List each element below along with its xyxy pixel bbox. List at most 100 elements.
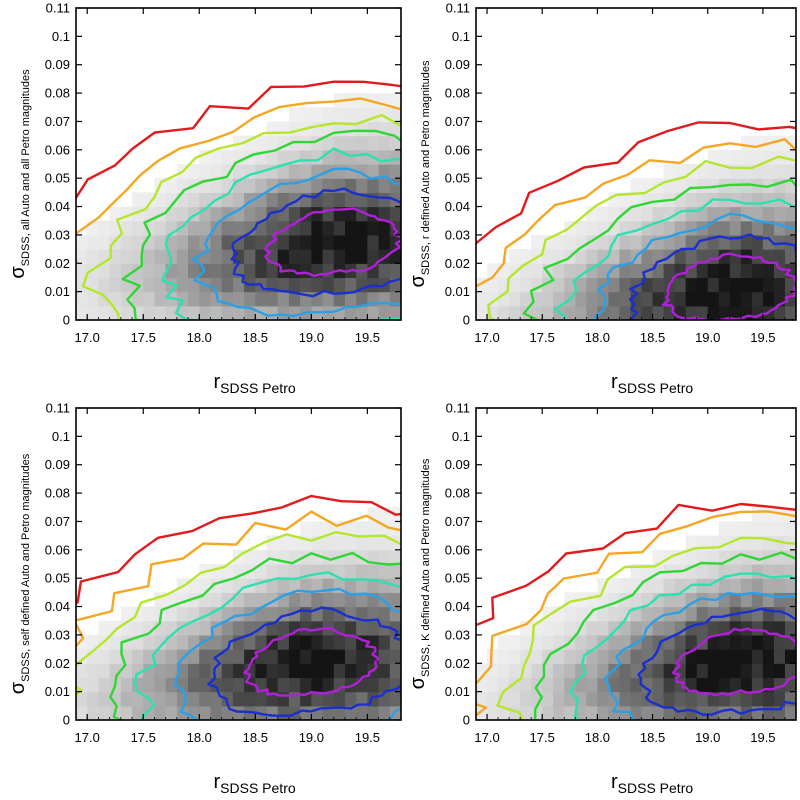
density-cell [553, 291, 565, 307]
density-cell [652, 249, 665, 264]
density-cell [188, 634, 200, 650]
density-cell [641, 634, 654, 650]
density-cell [188, 263, 200, 279]
density-cell [740, 521, 753, 537]
density-cell [344, 305, 357, 320]
density-cell [378, 606, 391, 622]
density-cell [619, 606, 632, 622]
density-cell [255, 263, 268, 279]
density-cell [277, 620, 290, 636]
density-cell [520, 705, 532, 720]
density-cell [356, 149, 368, 165]
density-cell [685, 535, 698, 551]
contour-level-8 [242, 627, 380, 697]
y-axis-label: σSDSS, K defined Auto and Petro magnitud… [407, 458, 432, 689]
density-cell [597, 606, 610, 622]
density-cell [685, 620, 698, 636]
density-cell [344, 249, 357, 264]
density-cell [87, 277, 100, 293]
density-cell [154, 691, 167, 707]
density-cell [740, 263, 753, 279]
density-cell [575, 277, 587, 293]
density-cell [311, 634, 324, 650]
density-cell [311, 677, 324, 693]
density-cell [221, 234, 234, 250]
density-cell [188, 677, 200, 693]
density-cell [389, 691, 401, 707]
density-cell [98, 620, 111, 636]
density-cell [751, 305, 764, 320]
density-cell [232, 620, 245, 636]
density-cell [542, 634, 554, 650]
y-tick-label: 0.04 [445, 199, 470, 214]
density-cell [389, 291, 401, 307]
density-cell [641, 663, 654, 679]
density-cell [288, 277, 301, 293]
density-cell [311, 234, 324, 250]
density-cell [531, 663, 543, 679]
density-cell [740, 634, 753, 650]
density-cell [322, 234, 335, 250]
density-cell [378, 206, 391, 222]
density-cell [641, 234, 654, 250]
density-cell [597, 234, 610, 250]
plot-area [76, 408, 401, 720]
x-axis-label: rSDSS Petro [611, 771, 693, 796]
y-tick-label: 0 [63, 713, 70, 728]
density-cell [674, 277, 687, 293]
density-cell [718, 663, 731, 679]
contour-level-4 [109, 551, 401, 720]
density-cell [762, 220, 775, 236]
density-cell [176, 249, 189, 264]
density-cell [597, 677, 610, 693]
density-cell [109, 220, 122, 236]
density-cell [773, 549, 786, 565]
density-cell [266, 649, 279, 664]
density-cell [277, 234, 290, 250]
density-cell [751, 263, 764, 279]
density-cell [311, 220, 324, 236]
density-cell [232, 649, 245, 664]
density-cell [674, 578, 687, 593]
density-cell [630, 178, 643, 193]
density-cell [707, 291, 720, 307]
density-cell [232, 592, 245, 608]
y-tick-label: 0.09 [45, 57, 70, 72]
density-cell [143, 291, 156, 307]
y-tick-label: 0.02 [45, 656, 70, 671]
density-cell [575, 677, 587, 693]
density-cell [619, 663, 632, 679]
density-cell [87, 220, 100, 236]
y-tick-label: 0.11 [46, 401, 70, 416]
density-cell [740, 220, 753, 236]
density-cell [132, 249, 144, 264]
density-cell [176, 606, 189, 622]
density-cell [109, 691, 122, 707]
density-cell [509, 305, 521, 320]
density-cell [277, 663, 290, 679]
density-cell [784, 606, 796, 622]
density-cell [542, 663, 554, 679]
density-cell [762, 634, 775, 650]
density-cell [132, 663, 144, 679]
density-cell [751, 564, 764, 579]
density-cell [322, 578, 335, 593]
y-tick-label: 0.11 [46, 1, 70, 16]
density-cell [76, 677, 88, 693]
plot-frame [475, 7, 797, 321]
density-cell [300, 564, 312, 579]
density-cell [652, 263, 665, 279]
density-cell [740, 305, 753, 320]
density-cell [729, 677, 742, 693]
density-cell [367, 620, 380, 636]
density-cell [255, 592, 268, 608]
density-cell [311, 206, 324, 222]
density-cell [619, 263, 632, 279]
density-cell [652, 649, 665, 664]
density-cell [531, 291, 543, 307]
density-cell [120, 263, 133, 279]
density-cell [143, 277, 156, 293]
density-cell [542, 691, 554, 707]
density-cell [784, 649, 796, 664]
density-cell [300, 535, 312, 551]
